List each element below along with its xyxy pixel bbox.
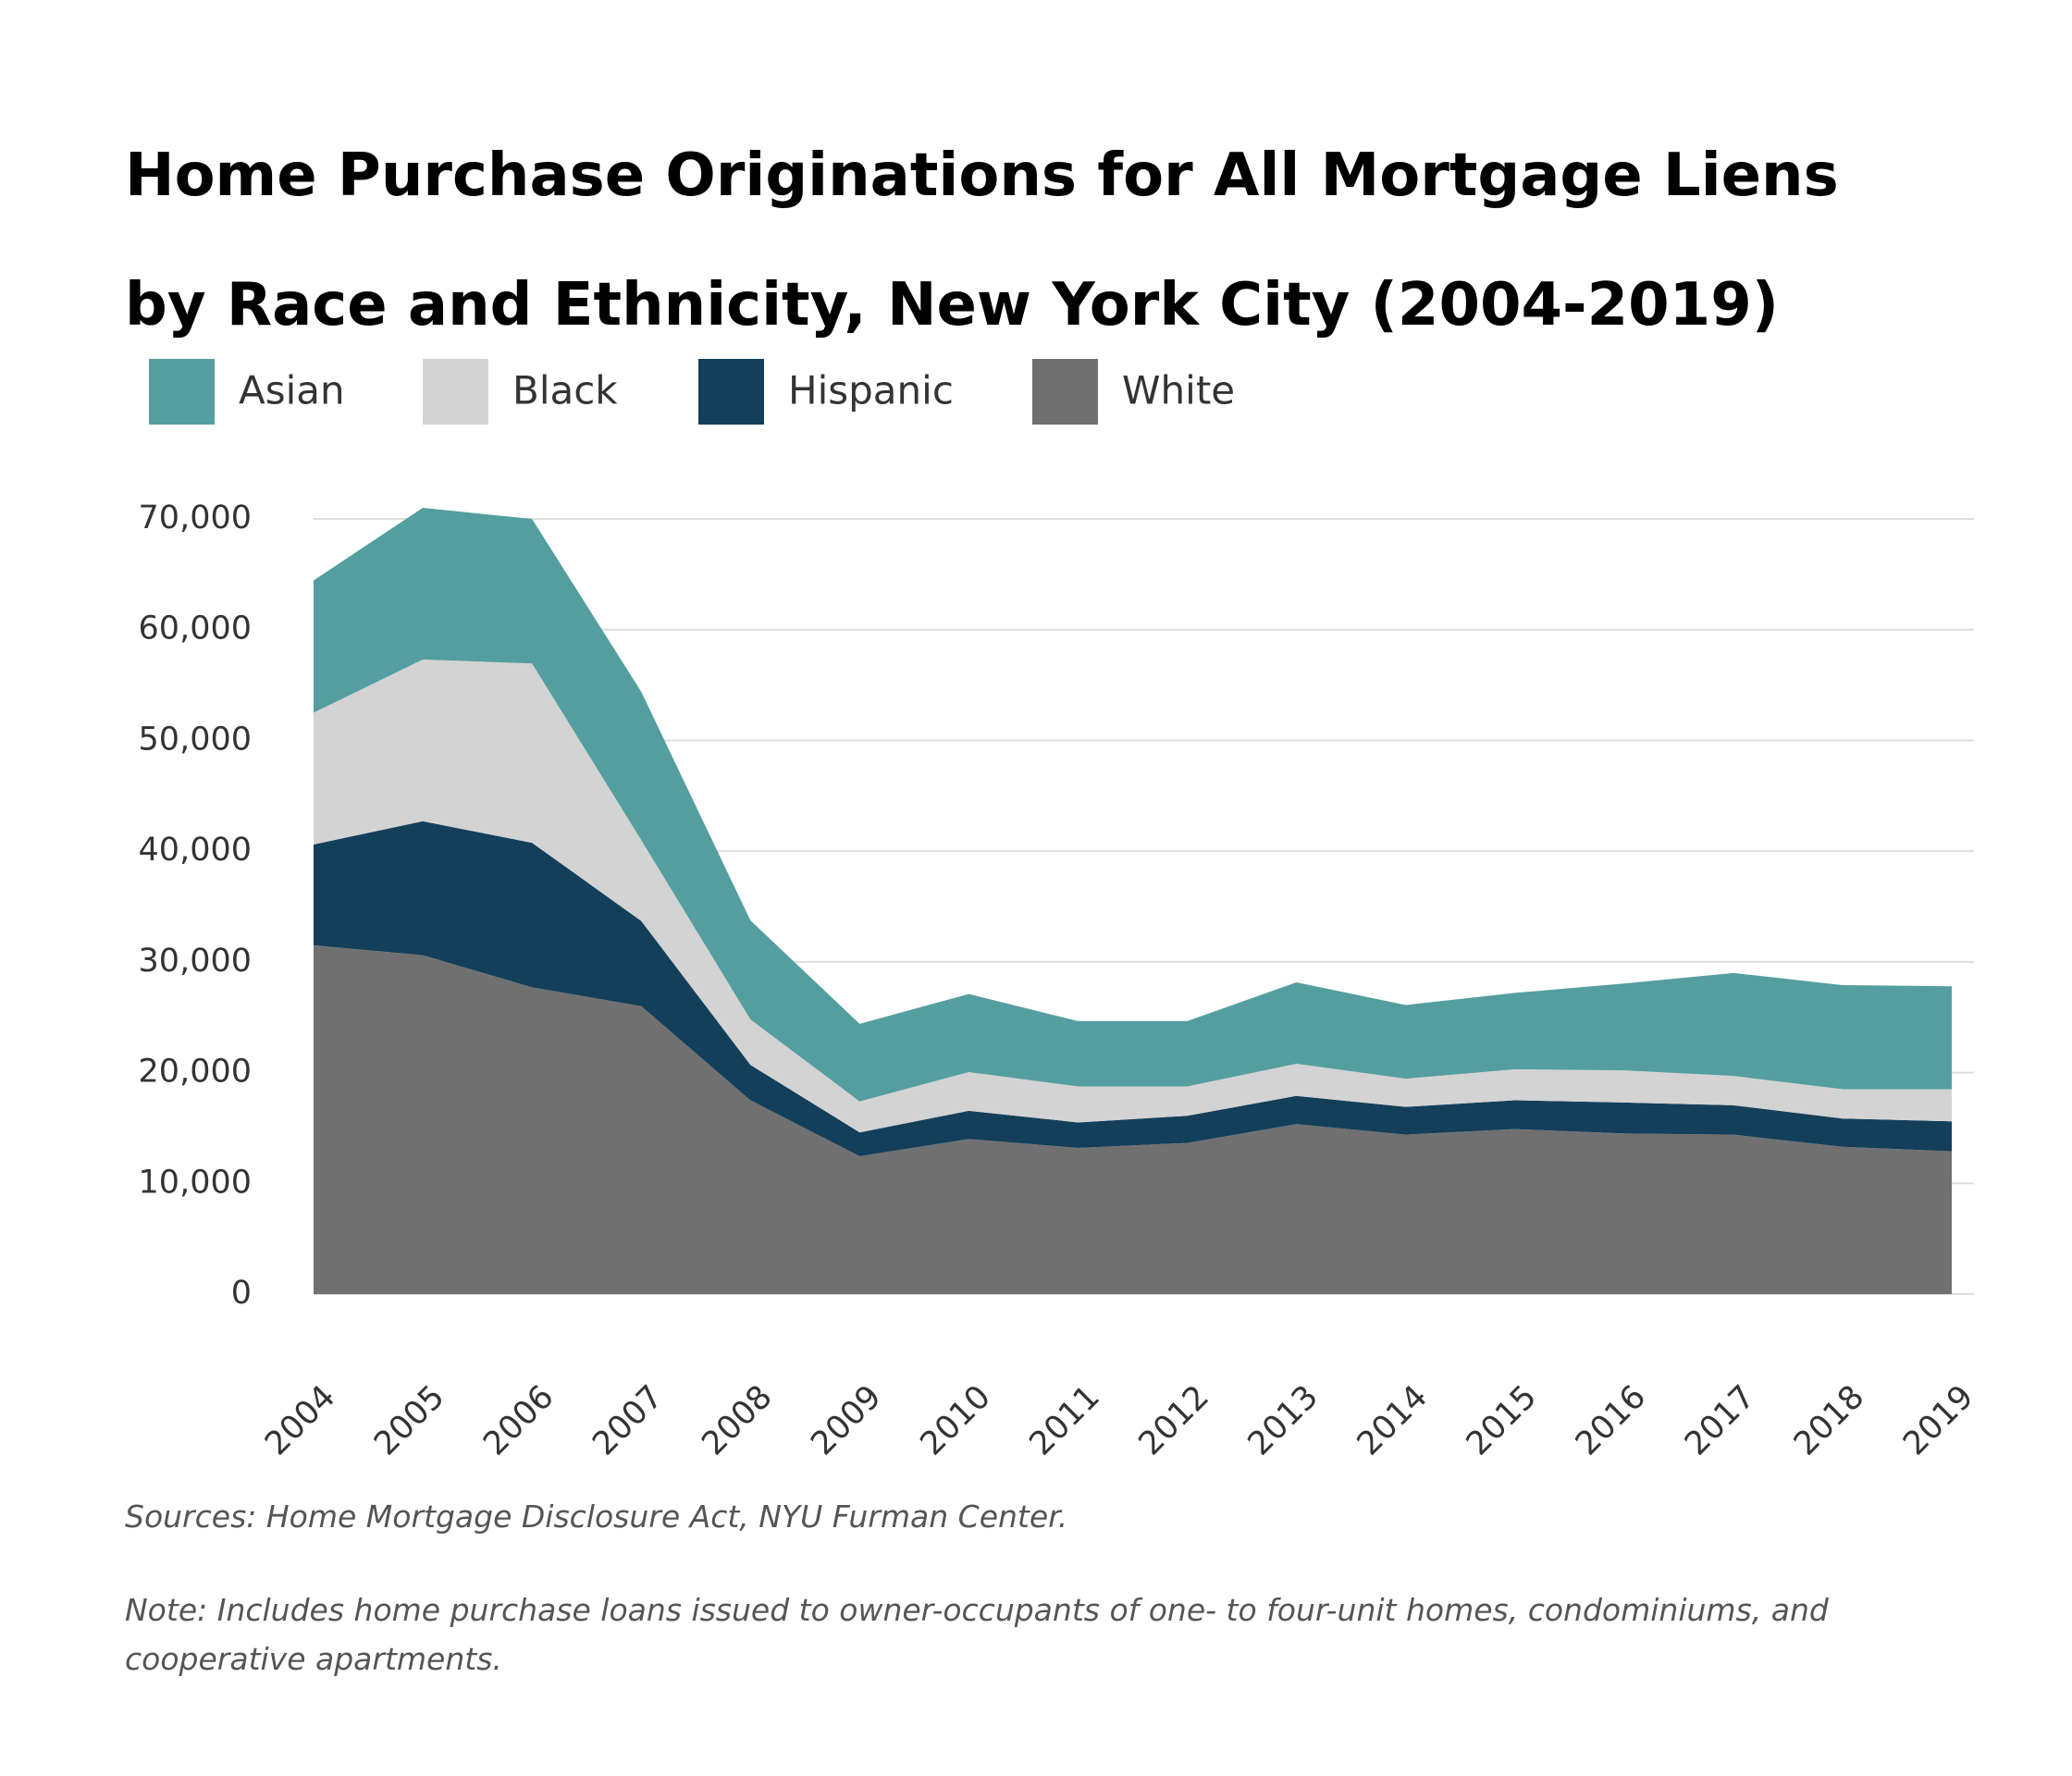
legend-label: Asian [239,368,345,413]
x-tick-label: 2009 [804,1378,888,1462]
legend-label: Hispanic [788,368,954,413]
x-tick-label: 2019 [1896,1378,1980,1462]
area [314,660,1952,1133]
legend-swatch [1032,359,1098,425]
legend-swatch [149,359,215,425]
legend-swatch [423,359,488,425]
note: Note: Includes home purchase loans issue… [125,1592,1829,1677]
source: Sources: Home Mortgage Disclosure Act, N… [125,1498,1068,1535]
x-tick-label: 2010 [914,1378,998,1462]
y-tick-label: 70,000 [139,500,252,536]
x-tick-label: 2015 [1460,1378,1544,1462]
x-tick-label: 2017 [1678,1378,1762,1462]
y-tick-label: 0 [231,1275,252,1312]
x-tick-label: 2008 [695,1378,779,1462]
x-tick-label: 2014 [1350,1378,1435,1462]
x-tick-label: 2018 [1787,1378,1871,1462]
legend-swatch [698,359,764,425]
x-tick-label: 2007 [586,1378,670,1462]
y-tick-label: 10,000 [139,1164,252,1201]
legend-label: Black [512,368,618,413]
y-tick-label: 40,000 [139,832,252,869]
y-tick-label: 50,000 [139,721,252,758]
x-tick-label: 2004 [258,1378,342,1462]
y-tick-label: 20,000 [139,1054,252,1091]
x-tick-label: 2006 [476,1378,561,1462]
x-tick-label: 2005 [367,1378,451,1462]
x-tick-label: 2011 [1023,1378,1107,1462]
area [314,508,1952,1102]
x-tick-label: 2016 [1569,1378,1653,1462]
area [314,820,1952,1156]
y-tick-label: 60,000 [139,610,252,648]
x-tick-label: 2012 [1132,1378,1216,1462]
y-tick-label: 30,000 [139,943,252,980]
x-tick-label: 2013 [1241,1378,1326,1462]
area [314,944,1952,1294]
chart-title: Home Purchase Originations for All Mortg… [125,142,1839,339]
legend-label: White [1122,368,1235,413]
